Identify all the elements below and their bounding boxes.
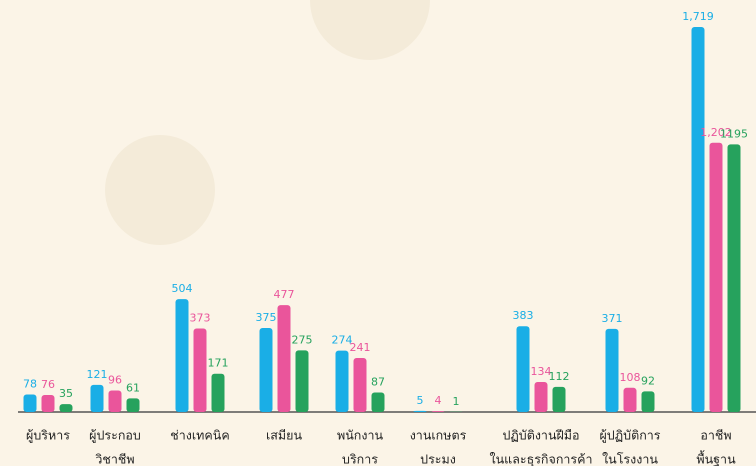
x-tick-label: อาชีพ: [700, 428, 731, 443]
bar: [42, 395, 55, 412]
bar: [176, 299, 189, 412]
bar: [624, 388, 637, 412]
x-tick-label: ผู้ปฏิบัติการ: [599, 428, 660, 444]
x-tick-label: พนักงาน: [337, 428, 383, 443]
x-tick-label: ปฏิบัติงานฝีมือ: [502, 428, 579, 443]
bg-decor: [105, 135, 215, 245]
bar: [432, 411, 445, 412]
value-label: 76: [41, 378, 55, 391]
value-label: 108: [620, 371, 641, 384]
value-label: 375: [256, 311, 277, 324]
bar: [278, 305, 291, 412]
value-label: 241: [350, 341, 371, 354]
value-label: 383: [513, 309, 534, 322]
value-label: 275: [292, 333, 313, 346]
bar: [127, 398, 140, 412]
bar: [91, 385, 104, 412]
value-label: 4: [435, 394, 442, 407]
value-label: 1195: [720, 127, 748, 140]
value-label: 373: [190, 311, 211, 324]
bar: [692, 27, 705, 412]
bar: [194, 328, 207, 412]
bar: [414, 411, 427, 412]
bar: [260, 328, 273, 412]
x-tick-label: ช่างเทคนิค: [170, 428, 229, 443]
value-label: 87: [371, 376, 385, 389]
chart: ผู้บริหาร 78 76 35 ผู้ประกอบวิชาชีพ 12196 61 ช่…: [0, 0, 756, 466]
value-label: 371: [602, 312, 623, 325]
bar: [109, 390, 122, 412]
value-label: 121: [87, 368, 108, 381]
value-label: 171: [208, 357, 229, 370]
bar: [553, 387, 566, 412]
x-tick-label: พื้นฐาน: [696, 450, 736, 466]
bar: [642, 391, 655, 412]
bar: [336, 351, 349, 412]
x-tick-label: ประมง: [420, 452, 456, 466]
value-label: 78: [23, 378, 37, 391]
page: ผู้บริหาร 78 76 35 ผู้ประกอบวิชาชีพ 12196 61 ช่…: [0, 0, 756, 466]
value-label: 112: [549, 370, 570, 383]
x-tick-label: ผู้ประกอบ: [89, 428, 141, 444]
value-label: 35: [59, 387, 73, 400]
bar: [60, 404, 73, 412]
bar: [296, 350, 309, 412]
bar: [710, 143, 723, 412]
x-tick-label: วิชาชีพ: [95, 452, 134, 466]
value-label: 504: [172, 282, 193, 295]
value-label: 61: [126, 381, 140, 394]
x-tick-label: ผู้บริหาร: [26, 428, 70, 444]
value-label: 1: [453, 395, 460, 408]
value-label: 96: [108, 373, 122, 386]
bar: [372, 393, 385, 412]
bar: [606, 329, 619, 412]
value-label: 1,719: [682, 10, 714, 23]
x-tick-label: ในและธุรกิจการค้า: [490, 452, 593, 466]
bar: [728, 144, 741, 412]
value-label: 477: [274, 288, 295, 301]
bar: [212, 374, 225, 412]
value-label: 92: [641, 374, 655, 387]
bar: [535, 382, 548, 412]
bar: [517, 326, 530, 412]
x-tick-label: งานเกษตร: [410, 428, 467, 443]
value-label: 5: [417, 394, 424, 407]
x-tick-label: บริการ: [342, 452, 378, 466]
bar: [24, 395, 37, 412]
x-tick-label: เสมียน: [266, 428, 302, 443]
x-tick-label: ในโรงงาน: [602, 452, 658, 466]
bar: [354, 358, 367, 412]
